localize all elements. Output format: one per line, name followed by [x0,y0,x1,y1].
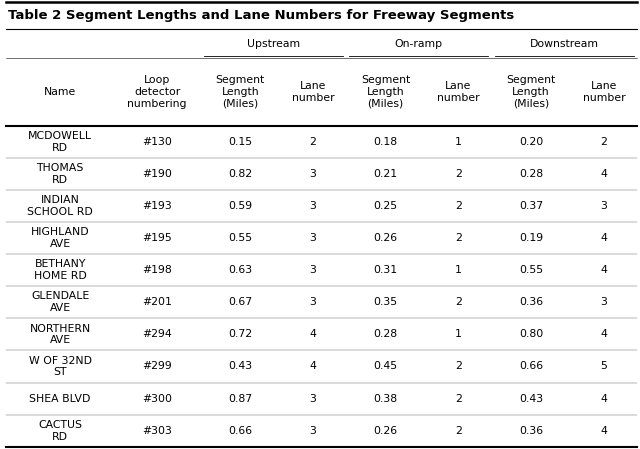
Text: Table 2 Segment Lengths and Lane Numbers for Freeway Segments: Table 2 Segment Lengths and Lane Numbers… [8,9,515,22]
Text: #299: #299 [142,361,172,371]
Text: SHEA BLVD: SHEA BLVD [29,394,91,404]
Text: 3: 3 [310,297,316,307]
Text: 0.25: 0.25 [374,201,397,211]
Text: 4: 4 [600,265,607,275]
Text: Segment
Length
(Miles): Segment Length (Miles) [216,75,265,109]
Text: #195: #195 [142,233,172,243]
Text: GLENDALE
AVE: GLENDALE AVE [31,291,89,313]
Text: W OF 32ND
ST: W OF 32ND ST [29,356,92,377]
Text: 0.38: 0.38 [374,394,397,404]
Text: 2: 2 [310,137,316,147]
Text: 2: 2 [455,361,462,371]
Text: 2: 2 [455,426,462,436]
Text: 0.35: 0.35 [374,297,397,307]
Text: #130: #130 [142,137,172,147]
Text: 0.43: 0.43 [519,394,543,404]
Text: #193: #193 [142,201,172,211]
Text: HIGHLAND
AVE: HIGHLAND AVE [31,227,90,249]
Text: #300: #300 [142,394,172,404]
Text: 0.36: 0.36 [519,426,543,436]
Text: 3: 3 [310,426,316,436]
Text: 2: 2 [455,201,462,211]
Text: 4: 4 [600,233,607,243]
Text: 3: 3 [310,169,316,179]
Text: 0.31: 0.31 [374,265,397,275]
Text: 2: 2 [455,297,462,307]
Text: 1: 1 [455,137,462,147]
Text: 0.55: 0.55 [228,233,252,243]
Text: 0.28: 0.28 [519,169,543,179]
Text: 3: 3 [310,265,316,275]
Text: 0.15: 0.15 [228,137,252,147]
Text: Lane
number: Lane number [582,81,625,103]
Text: 4: 4 [600,330,607,339]
Text: 0.72: 0.72 [228,330,252,339]
Text: Lane
number: Lane number [292,81,334,103]
Text: NORTHERN
AVE: NORTHERN AVE [29,324,91,345]
Text: INDIAN
SCHOOL RD: INDIAN SCHOOL RD [28,195,93,217]
Text: BETHANY
HOME RD: BETHANY HOME RD [34,260,86,281]
Text: 2: 2 [455,169,462,179]
Text: 3: 3 [600,297,607,307]
Text: 4: 4 [600,394,607,404]
Text: 0.55: 0.55 [519,265,543,275]
Text: 0.63: 0.63 [228,265,252,275]
Text: 4: 4 [600,426,607,436]
Text: 0.21: 0.21 [374,169,397,179]
Text: Loop
detector
numbering: Loop detector numbering [127,75,187,109]
Text: 1: 1 [455,265,462,275]
Text: 0.28: 0.28 [374,330,397,339]
Text: 4: 4 [310,361,316,371]
Text: 0.80: 0.80 [519,330,543,339]
Text: 2: 2 [455,394,462,404]
Text: 4: 4 [600,169,607,179]
Text: On-ramp: On-ramp [394,39,443,49]
Text: 0.66: 0.66 [228,426,252,436]
Text: 0.43: 0.43 [228,361,252,371]
Text: CACTUS
RD: CACTUS RD [38,420,82,441]
Text: Name: Name [44,87,76,97]
Text: Downstream: Downstream [529,39,598,49]
Text: 0.20: 0.20 [519,137,543,147]
Text: THOMAS
RD: THOMAS RD [36,163,84,185]
Text: 2: 2 [455,233,462,243]
Text: 0.26: 0.26 [374,426,397,436]
Text: 3: 3 [310,233,316,243]
Text: #294: #294 [142,330,172,339]
Text: 0.67: 0.67 [228,297,252,307]
Text: 0.36: 0.36 [519,297,543,307]
Text: 5: 5 [600,361,607,371]
Text: 4: 4 [310,330,316,339]
Text: Segment
Length
(Miles): Segment Length (Miles) [361,75,410,109]
Text: #201: #201 [142,297,172,307]
Text: #198: #198 [142,265,172,275]
Text: 0.59: 0.59 [228,201,252,211]
Text: Lane
number: Lane number [437,81,480,103]
Text: 0.82: 0.82 [228,169,252,179]
Text: #303: #303 [142,426,172,436]
Text: 0.19: 0.19 [519,233,543,243]
Text: 2: 2 [600,137,607,147]
Text: 0.26: 0.26 [374,233,397,243]
Text: 1: 1 [455,330,462,339]
Text: 3: 3 [310,201,316,211]
Text: 0.18: 0.18 [374,137,397,147]
Text: MCDOWELL
RD: MCDOWELL RD [28,131,92,153]
Text: 0.87: 0.87 [228,394,252,404]
Text: Segment
Length
(Miles): Segment Length (Miles) [506,75,556,109]
Text: 3: 3 [310,394,316,404]
Text: 0.37: 0.37 [519,201,543,211]
Text: 0.66: 0.66 [519,361,543,371]
Text: #190: #190 [142,169,172,179]
Text: Upstream: Upstream [246,39,300,49]
Text: 3: 3 [600,201,607,211]
Text: 0.45: 0.45 [374,361,397,371]
